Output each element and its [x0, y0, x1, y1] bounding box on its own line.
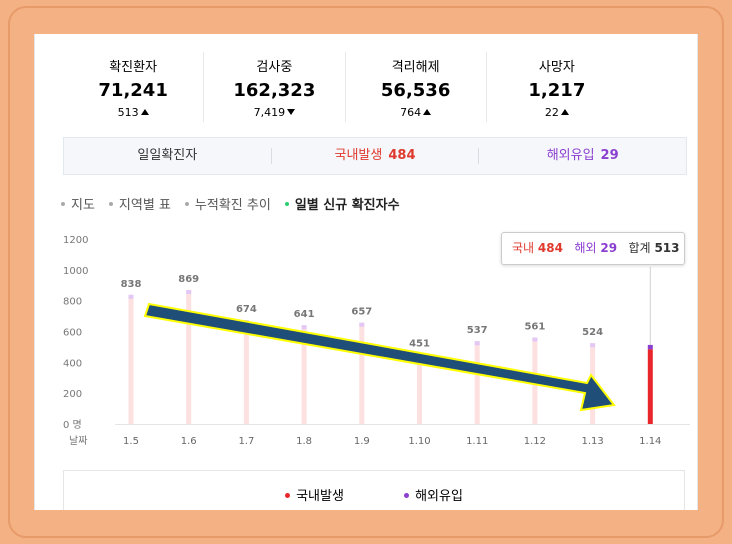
x-tick-label: 1.6 [181, 436, 197, 447]
stat-value: 162,323 [233, 80, 316, 101]
y-tick-label: 200 [63, 389, 82, 400]
x-tick-label: 1.10 [408, 436, 430, 447]
x-tick-label: 1.7 [238, 436, 254, 447]
stat-confirmed: 확진환자 71,241 513 [63, 52, 205, 122]
y-tick-label: 800 [63, 297, 82, 308]
stat-change: 7,419 [204, 106, 344, 120]
arrow-down-icon [287, 109, 296, 115]
data-label: 869 [178, 274, 199, 285]
bar-overseas [532, 337, 538, 342]
bar [359, 322, 365, 424]
bar-overseas [359, 322, 365, 327]
stat-deaths: 사망자 1,217 22 [487, 52, 627, 122]
x-tick-label: 1.14 [639, 436, 661, 447]
stat-value: 56,536 [380, 80, 451, 101]
bar-overseas [301, 325, 307, 330]
bar [301, 325, 307, 424]
bar [243, 320, 249, 424]
data-label: 674 [236, 304, 257, 315]
data-label: 451 [409, 338, 430, 349]
stat-label: 확진환자 [109, 60, 158, 75]
data-label: 561 [524, 322, 545, 333]
stat-label: 검사중 [256, 60, 293, 75]
tab-map[interactable]: 지도 [61, 194, 95, 213]
data-label: 657 [351, 307, 372, 318]
bar-overseas [590, 343, 596, 348]
stats-summary: 확진환자 71,241 513 검사중 162,323 7,419 격리해제 5… [63, 52, 627, 122]
x-tick-label: 1.9 [354, 436, 370, 447]
stat-change: 513 [63, 106, 203, 120]
data-label: 641 [294, 309, 315, 320]
x-tick-label: 1.11 [466, 436, 488, 447]
data-label: 524 [582, 327, 603, 338]
stat-testing: 검사중 162,323 7,419 [204, 52, 346, 122]
stat-label: 격리해제 [391, 60, 440, 75]
bar [417, 354, 422, 424]
bar-domestic [647, 349, 653, 424]
y-tick-label: 1000 [63, 266, 88, 277]
arrow-up-icon [423, 109, 432, 115]
data-label: 537 [467, 325, 488, 336]
bar-overseas [186, 290, 192, 295]
daily-overseas: 해외유입 29 [546, 148, 619, 163]
daily-cases-chart: 0 명 200 400 600 800 1000 1200 날짜 838 1.5 869 1.6 674… [63, 235, 690, 447]
y-tick-label: 400 [63, 358, 82, 369]
y-tick-label: 0 명 [63, 419, 82, 431]
legend-overseas: 해외유입 [404, 485, 463, 504]
tab-daily-new-cases[interactable]: 일별 신규 확진자수 [284, 194, 400, 213]
bar [186, 290, 192, 424]
y-tick-label: 1200 [63, 235, 88, 246]
covid-dashboard-panel: 확진환자 71,241 513 검사중 162,323 7,419 격리해제 5… [34, 34, 698, 510]
stat-value: 71,241 [98, 80, 168, 101]
x-tick-label: 1.12 [524, 436, 546, 447]
y-tick-label: 600 [63, 328, 82, 339]
bar-overseas [128, 294, 134, 299]
stat-change: 764 [346, 106, 486, 120]
x-tick-label: 1.8 [296, 436, 312, 447]
stat-change: 22 [487, 106, 627, 120]
x-tick-label: 1.13 [581, 436, 603, 447]
bar [128, 294, 134, 424]
daily-title: 일일확진자 [64, 148, 272, 164]
stat-label: 사망자 [538, 60, 575, 75]
arrow-up-icon [140, 109, 149, 115]
bar-overseas [647, 344, 653, 350]
tab-region-table[interactable]: 지역별 표 [108, 194, 171, 213]
legend-domestic: 국내발생 [285, 485, 344, 504]
x-axis-label: 날짜 [69, 435, 87, 447]
stat-released: 격리해제 56,536 764 [346, 52, 487, 122]
stat-value: 1,217 [528, 80, 586, 101]
trend-arrow-annotation [143, 302, 616, 412]
x-tick-label: 1.5 [123, 436, 139, 447]
arrow-up-icon [560, 109, 569, 115]
bar-overseas [474, 341, 480, 346]
daily-domestic: 국내발생 484 [272, 148, 480, 164]
chart-tooltip: 국내 484 해외 29 합계 513 [501, 232, 685, 265]
tab-cumulative-trend[interactable]: 누적확진 추이 [184, 194, 271, 213]
daily-confirmed-bar: 일일확진자 국내발생 484 해외유입 29 [63, 137, 687, 175]
chart-legend: 국내발생 해외유입 [63, 470, 685, 510]
view-tabs: 지도 지역별 표 누적확진 추이 일별 신규 확진자수 [61, 194, 400, 213]
bar [474, 341, 480, 424]
data-label: 838 [121, 279, 142, 290]
